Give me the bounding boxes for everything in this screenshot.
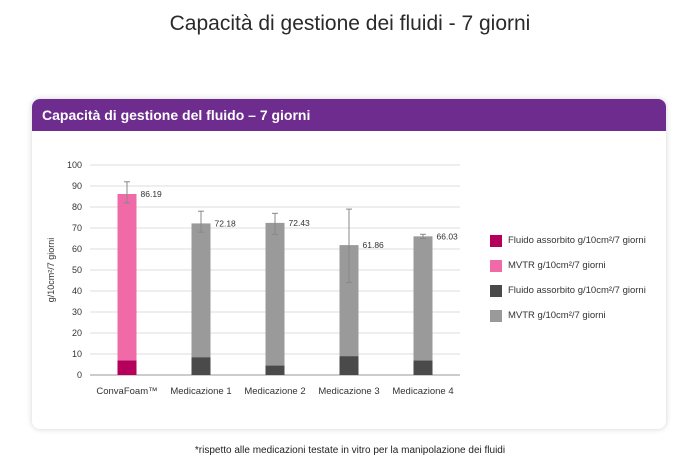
chart-card-title: Capacità di gestione del fluido – 7 gior… <box>32 99 666 131</box>
chart-legend: Fluido assorbito g/10cm²/7 giorni MVTR g/… <box>490 228 646 328</box>
legend-label: Fluido assorbito g/10cm²/7 giorni <box>508 235 646 246</box>
bar-absorbed-fluid <box>191 357 211 375</box>
y-tick-label: 0 <box>77 370 82 380</box>
y-tick-label: 20 <box>72 328 82 338</box>
x-tick-label: ConvaFoam™ <box>96 386 157 397</box>
legend-swatch <box>490 259 502 272</box>
bar-mvtr <box>117 194 137 361</box>
y-tick-label: 60 <box>72 244 82 254</box>
bar-mvtr <box>339 245 359 357</box>
footnote: *rispetto alle medicazioni testate in vi… <box>194 445 506 456</box>
legend-swatch <box>490 234 502 247</box>
data-label: 61.86 <box>363 240 385 250</box>
y-tick-label: 80 <box>72 202 82 212</box>
y-tick-label: 70 <box>72 223 82 233</box>
legend-swatch <box>490 284 502 297</box>
x-tick-label: Medicazione 3 <box>318 386 379 397</box>
page-title: Capacità di gestione dei fluidi - 7 gior… <box>169 12 531 35</box>
bar-mvtr <box>413 236 433 361</box>
bar-mvtr <box>191 223 211 358</box>
bar-mvtr <box>265 222 285 366</box>
data-label: 72.43 <box>289 218 311 228</box>
data-label: 72.18 <box>215 218 237 228</box>
bar-absorbed-fluid <box>413 360 433 375</box>
bar-absorbed-fluid <box>265 365 285 375</box>
x-tick-label: Medicazione 2 <box>244 386 305 397</box>
y-tick-label: 40 <box>72 286 82 296</box>
y-axis-label: g/10cm²/7 giorni <box>46 238 56 303</box>
y-tick-label: 30 <box>72 307 82 317</box>
x-tick-label: Medicazione 1 <box>170 386 231 397</box>
legend-label: MVTR g/10cm²/7 giorni <box>508 310 606 321</box>
legend-item: Fluido assorbito g/10cm²/7 giorni <box>490 278 646 303</box>
y-tick-label: 10 <box>72 349 82 359</box>
bar-absorbed-fluid <box>117 360 137 375</box>
bar-absorbed-fluid <box>339 356 359 375</box>
legend-swatch <box>490 309 502 322</box>
legend-item: MVTR g/10cm²/7 giorni <box>490 303 646 328</box>
y-tick-label: 50 <box>72 265 82 275</box>
data-label: 66.03 <box>437 231 459 241</box>
data-label: 86.19 <box>141 189 163 199</box>
y-tick-label: 100 <box>67 160 82 170</box>
legend-label: Fluido assorbito g/10cm²/7 giorni <box>508 285 646 296</box>
legend-item: Fluido assorbito g/10cm²/7 giorni <box>490 228 646 253</box>
legend-item: MVTR g/10cm²/7 giorni <box>490 253 646 278</box>
legend-label: MVTR g/10cm²/7 giorni <box>508 260 606 271</box>
y-tick-label: 90 <box>72 181 82 191</box>
x-tick-label: Medicazione 4 <box>392 386 453 397</box>
